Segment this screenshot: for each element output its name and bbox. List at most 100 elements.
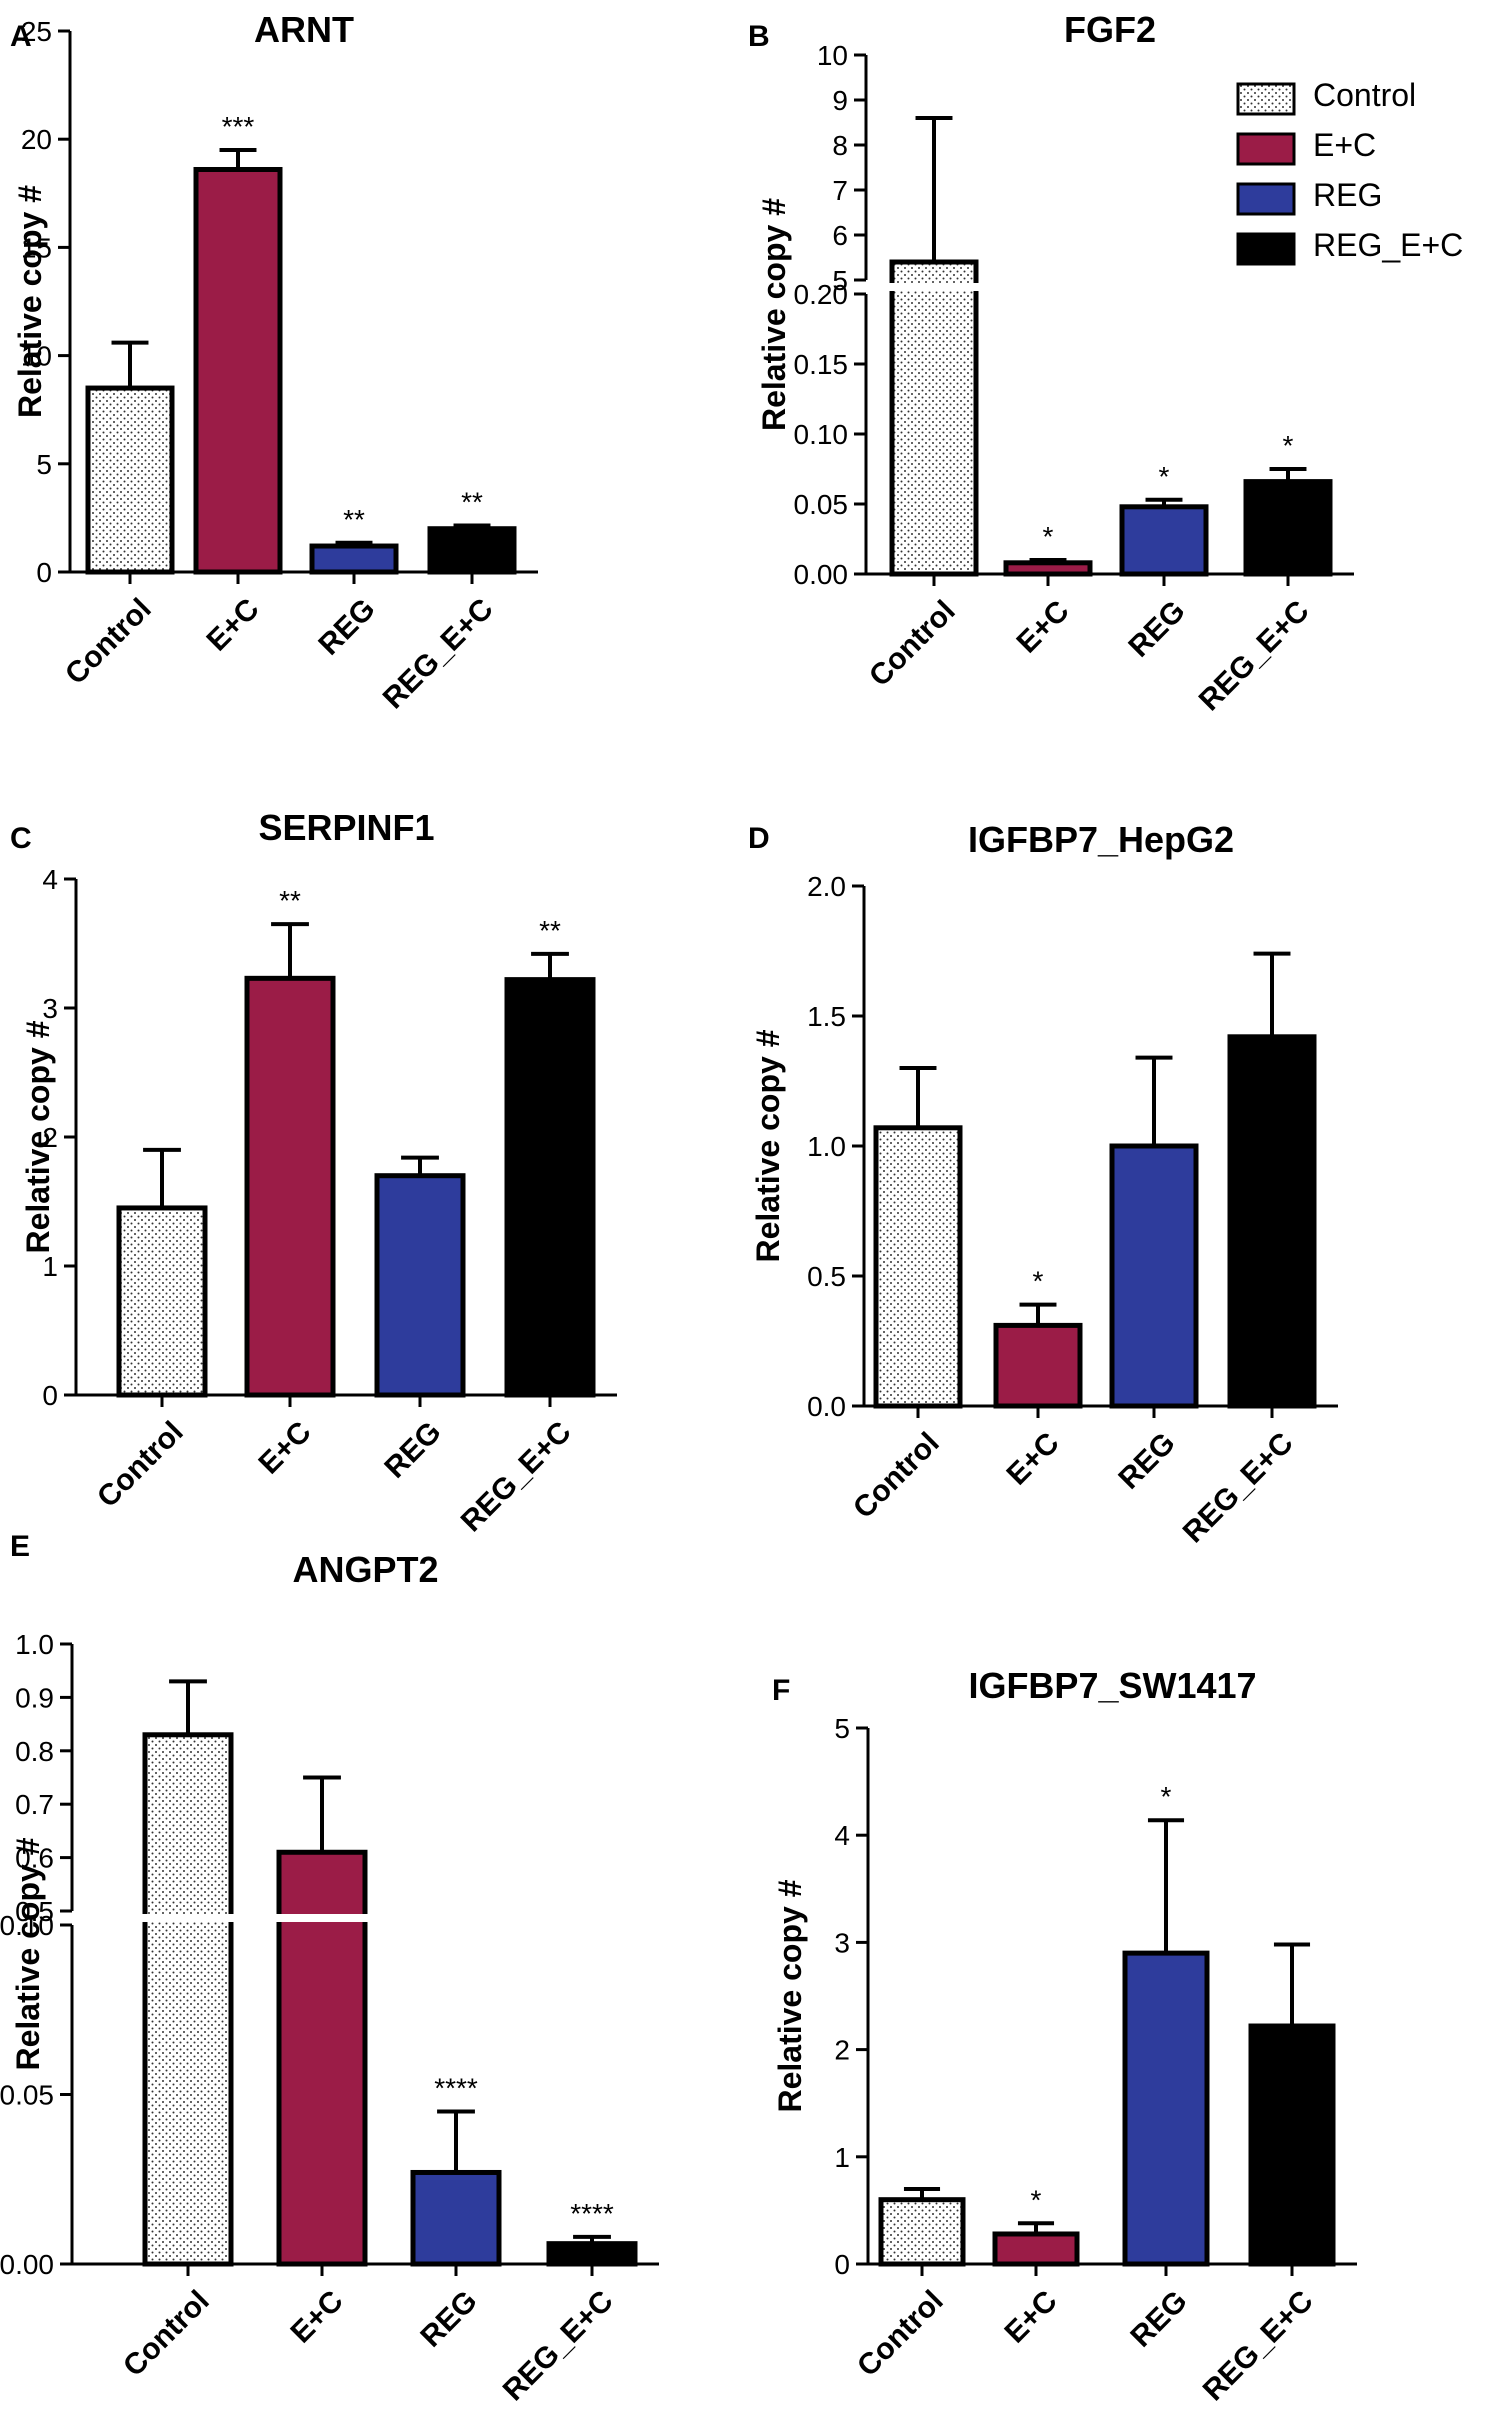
x-tick-label: REG_E+C: [1197, 2284, 1320, 2407]
chart-title: FGF2: [1064, 9, 1156, 50]
x-tick-label: E+C: [252, 1415, 317, 1480]
y-tick-label: 25: [21, 16, 52, 47]
y-tick-label: 1: [42, 1251, 58, 1282]
bar-reg: [1119, 504, 1209, 577]
x-tick-label: REG: [312, 592, 381, 661]
y-tick-label: 0.15: [794, 349, 849, 380]
y-tick-label: 0.10: [794, 419, 849, 450]
y-tick-label: 5: [36, 449, 52, 480]
significance-marker: **: [343, 504, 365, 535]
bar-control: [85, 385, 175, 575]
panel-b: B FGF2 0.00 0.05 0.10 0.15 0.205 6 7 8 9 10 Relative…: [748, 9, 1463, 717]
y-tick-label: 0.5: [807, 1261, 846, 1292]
y-tick-label: 0.00: [794, 559, 849, 590]
y-axis-label: Relative copy #: [20, 1020, 56, 1253]
significance-marker: *: [1161, 1781, 1172, 1812]
bar-reg: [1122, 1950, 1210, 2267]
y-tick-label: 10: [817, 40, 848, 71]
chart-title: IGFBP7_HepG2: [968, 819, 1234, 860]
y-tick-label: 0.9: [15, 1682, 54, 1713]
y-tick-label: 1.0: [807, 1131, 846, 1162]
significance-marker: ****: [434, 2072, 478, 2103]
legend-swatch: [1236, 132, 1296, 166]
y-tick-label: 3: [834, 1927, 850, 1958]
y-tick-label: 15: [21, 232, 52, 263]
x-tick-label: Control: [59, 592, 158, 691]
chart-title: SERPINF1: [258, 807, 434, 848]
bar-reg: [309, 543, 399, 575]
y-tick-label: 0.8: [15, 1736, 54, 1767]
panel-c: C SERPINF1 0 1 2 3 4 Relative copy # Control ** E+…: [10, 807, 617, 1538]
y-tick-label: 6: [832, 220, 848, 251]
x-tick-label: Control: [117, 2284, 216, 2383]
significance-marker: *: [1031, 2184, 1042, 2215]
x-tick-label: REG_E+C: [1177, 1426, 1300, 1549]
x-tick-label: REG: [1124, 2284, 1193, 2353]
x-tick-label: REG: [1122, 594, 1191, 663]
legend-label: E+C: [1313, 127, 1376, 163]
x-tick-label: REG: [1112, 1426, 1181, 1495]
panel-f: F IGFBP7_SW1417 0 1 2 3 4 5 Relative copy # Contr…: [772, 1665, 1357, 2407]
panel-letter: D: [748, 822, 770, 855]
y-tick-label: 7: [832, 175, 848, 206]
bar-control: [878, 2197, 966, 2267]
bar-reg-e-c: [427, 526, 517, 575]
x-tick-label: Control: [863, 594, 962, 693]
y-tick-label: 0: [834, 2249, 850, 2280]
y-tick-label: 4: [42, 864, 58, 895]
bar-e-c: [193, 166, 283, 575]
significance-marker: *: [1283, 430, 1294, 461]
legend-label: Control: [1313, 77, 1416, 113]
y-tick-label: 0.5: [15, 1896, 54, 1927]
bar-control: [116, 1205, 208, 1398]
x-tick-label: REG_E+C: [497, 2284, 620, 2407]
significance-marker: *: [1033, 1266, 1044, 1297]
chart-title: ARNT: [254, 9, 354, 50]
bar-e-c: [992, 2231, 1080, 2267]
bar-control: [873, 1125, 963, 1409]
y-tick-label: 0.00: [0, 2249, 54, 2280]
y-axis-label: Relative copy #: [10, 1837, 46, 2070]
y-tick-label: 5: [834, 1713, 850, 1744]
legend: Control E+C REG REG_E+C: [1236, 77, 1463, 266]
y-tick-label: 20: [21, 124, 52, 155]
y-axis-label: Relative copy #: [12, 185, 48, 418]
significance-marker: ***: [222, 111, 255, 142]
legend-swatch: [1236, 232, 1296, 266]
panel-letter: E: [10, 1530, 30, 1563]
bar-reg-e-c: [1248, 2023, 1336, 2267]
y-tick-label: 10: [21, 341, 52, 372]
x-tick-label: E+C: [998, 2284, 1063, 2349]
y-tick-label: 0: [36, 557, 52, 588]
y-tick-label: 1: [834, 2142, 850, 2173]
bar-reg: [374, 1173, 466, 1398]
y-tick-label: 0.7: [15, 1789, 54, 1820]
y-tick-label: 0.10: [0, 1910, 54, 1941]
axis-break-gap: [58, 1914, 659, 1922]
bar-e-c: [993, 1322, 1083, 1409]
bar-reg: [410, 2169, 502, 2267]
axis-break-gap: [852, 283, 1354, 291]
panel-e: E ANGPT2 0.00 0.05 0.100.5 0.6 0.7 0.8 0.9 1.0 Rel…: [0, 1530, 659, 2407]
legend-swatch: [1236, 82, 1296, 116]
x-tick-label: REG: [414, 2284, 483, 2353]
x-tick-label: REG_E+C: [1193, 594, 1316, 717]
y-tick-label: 0.05: [0, 2080, 54, 2111]
x-tick-label: Control: [847, 1426, 946, 1525]
x-tick-label: E+C: [1010, 594, 1075, 659]
x-tick-label: Control: [851, 2284, 950, 2383]
bar-control: [889, 259, 979, 577]
bar-e-c: [244, 975, 336, 1398]
y-tick-label: 8: [832, 130, 848, 161]
panel-letter: B: [748, 20, 770, 53]
legend-label: REG_E+C: [1313, 227, 1463, 263]
significance-marker: **: [461, 486, 483, 517]
significance-marker: **: [539, 915, 561, 946]
legend-swatch: [1236, 182, 1296, 216]
y-tick-label: 9: [832, 85, 848, 116]
significance-marker: **: [279, 885, 301, 916]
significance-marker: *: [1159, 461, 1170, 492]
y-tick-label: 5: [832, 265, 848, 296]
y-tick-label: 0.20: [794, 279, 849, 310]
